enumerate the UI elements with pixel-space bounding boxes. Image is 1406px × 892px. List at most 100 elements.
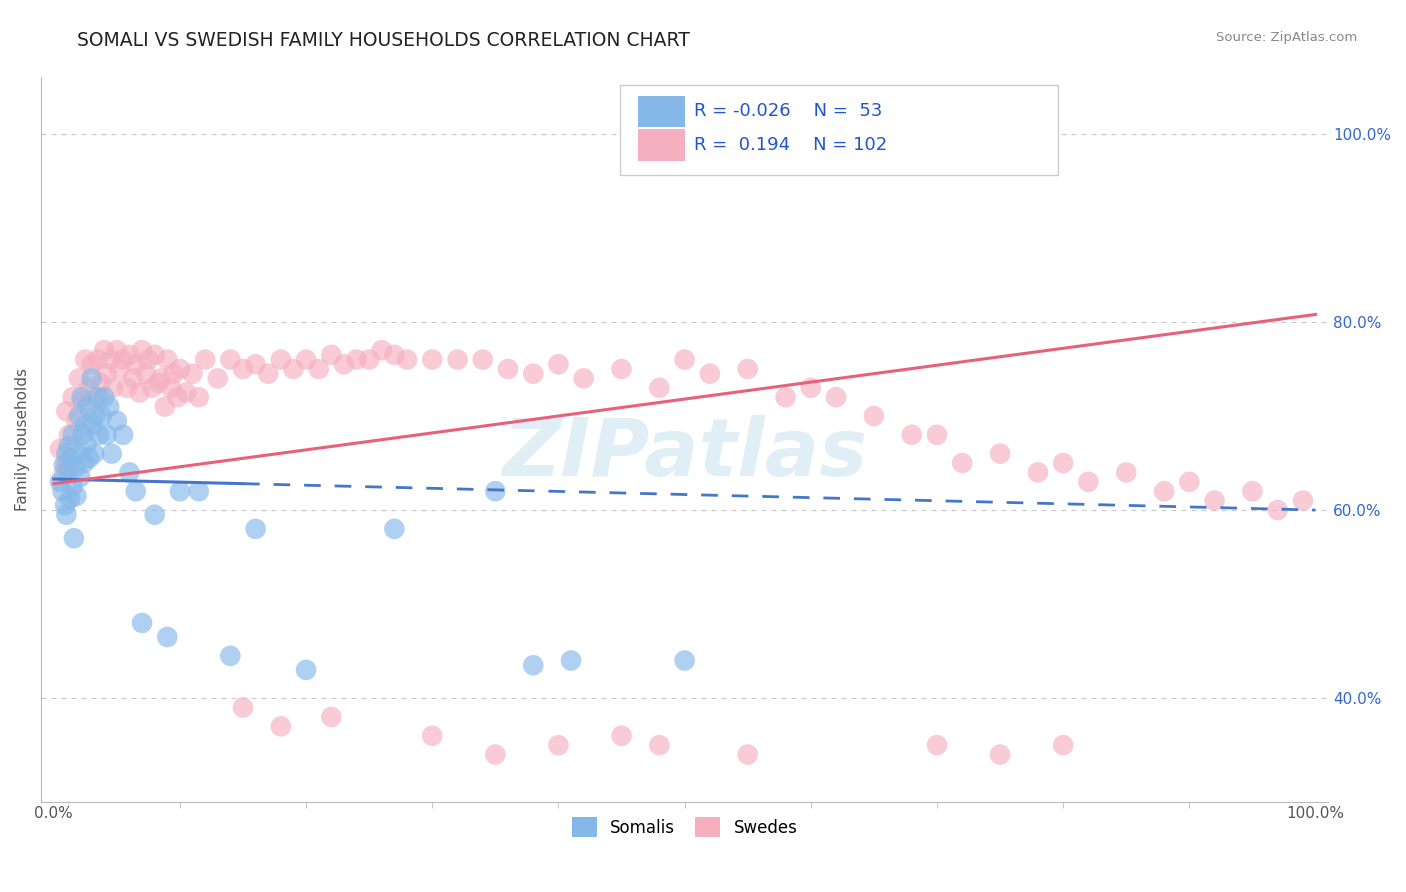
- Point: [169, 484, 191, 499]
- Point: [560, 653, 582, 667]
- Point: [181, 367, 204, 381]
- Point: [384, 522, 406, 536]
- Point: [93, 343, 115, 358]
- Point: [67, 371, 90, 385]
- Point: [699, 367, 721, 381]
- Point: [162, 367, 184, 381]
- Point: [257, 367, 280, 381]
- Point: [58, 427, 80, 442]
- Point: [105, 343, 128, 358]
- Point: [610, 729, 633, 743]
- FancyBboxPatch shape: [620, 85, 1057, 175]
- Point: [65, 489, 87, 503]
- Point: [76, 437, 98, 451]
- Point: [359, 352, 381, 367]
- Point: [207, 371, 229, 385]
- Point: [484, 747, 506, 762]
- Point: [87, 352, 110, 367]
- Point: [89, 427, 111, 442]
- Point: [108, 362, 131, 376]
- Point: [153, 400, 176, 414]
- Point: [1052, 738, 1074, 752]
- Point: [775, 390, 797, 404]
- Text: Source: ZipAtlas.com: Source: ZipAtlas.com: [1216, 31, 1357, 45]
- Point: [51, 484, 73, 499]
- Point: [988, 747, 1011, 762]
- Point: [59, 491, 82, 506]
- Point: [295, 663, 318, 677]
- Point: [100, 447, 122, 461]
- Point: [270, 352, 292, 367]
- Point: [471, 352, 494, 367]
- Point: [73, 456, 96, 470]
- Point: [63, 460, 86, 475]
- Point: [950, 456, 973, 470]
- Point: [131, 343, 153, 358]
- Point: [496, 362, 519, 376]
- Point: [988, 447, 1011, 461]
- Point: [89, 376, 111, 390]
- Point: [1267, 503, 1289, 517]
- Point: [135, 367, 157, 381]
- Point: [55, 456, 77, 470]
- Point: [187, 484, 209, 499]
- Point: [52, 466, 75, 480]
- Point: [75, 352, 97, 367]
- Point: [1077, 475, 1099, 489]
- Point: [141, 381, 163, 395]
- Point: [863, 409, 886, 423]
- Point: [115, 381, 138, 395]
- Point: [522, 367, 544, 381]
- Point: [1292, 493, 1315, 508]
- Point: [80, 371, 103, 385]
- Point: [610, 362, 633, 376]
- Point: [673, 352, 696, 367]
- Point: [737, 362, 759, 376]
- Point: [67, 409, 90, 423]
- Text: ZIPatlas: ZIPatlas: [502, 415, 868, 493]
- Point: [245, 357, 267, 371]
- Point: [925, 427, 948, 442]
- Point: [484, 484, 506, 499]
- Point: [52, 458, 75, 472]
- Point: [62, 479, 84, 493]
- Point: [105, 414, 128, 428]
- Point: [96, 427, 118, 442]
- Point: [118, 348, 141, 362]
- Point: [737, 747, 759, 762]
- Point: [118, 466, 141, 480]
- Point: [194, 352, 217, 367]
- Point: [93, 390, 115, 404]
- Point: [143, 348, 166, 362]
- Point: [138, 352, 160, 367]
- Point: [245, 522, 267, 536]
- Point: [283, 362, 305, 376]
- Point: [156, 630, 179, 644]
- Point: [160, 381, 183, 395]
- Point: [1153, 484, 1175, 499]
- Point: [346, 352, 368, 367]
- Point: [148, 376, 170, 390]
- Point: [446, 352, 468, 367]
- Point: [1178, 475, 1201, 489]
- Point: [572, 371, 595, 385]
- Point: [56, 466, 79, 480]
- Point: [90, 409, 112, 423]
- Point: [62, 390, 84, 404]
- Point: [547, 357, 569, 371]
- Point: [187, 390, 209, 404]
- Point: [87, 390, 110, 404]
- Point: [101, 381, 124, 395]
- Point: [80, 357, 103, 371]
- Point: [70, 395, 93, 409]
- Text: R =  0.194    N = 102: R = 0.194 N = 102: [693, 136, 887, 153]
- Point: [522, 658, 544, 673]
- Point: [83, 447, 105, 461]
- Point: [219, 352, 242, 367]
- Text: R = -0.026    N =  53: R = -0.026 N = 53: [693, 103, 882, 120]
- Point: [76, 400, 98, 414]
- Point: [62, 427, 84, 442]
- Point: [156, 352, 179, 367]
- Point: [72, 427, 94, 442]
- Point: [53, 499, 76, 513]
